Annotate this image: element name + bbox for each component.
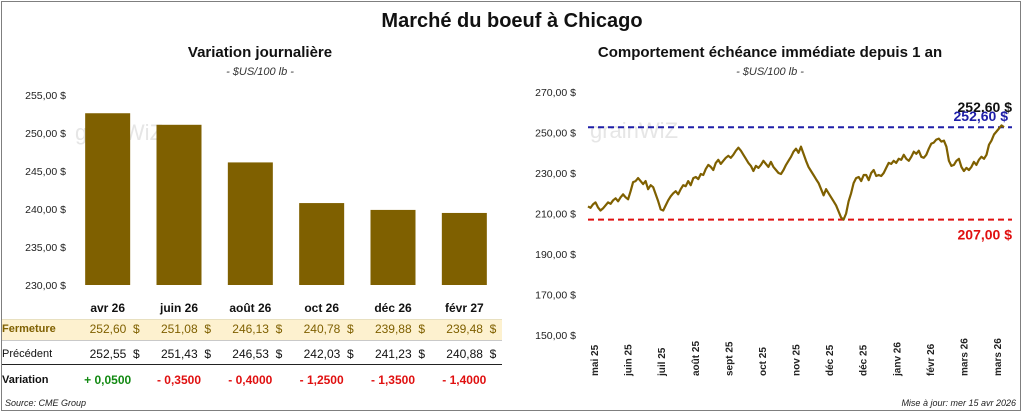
left-chart-unit: - $US/100 lb - bbox=[226, 66, 294, 78]
x-tick-label: août 26 bbox=[229, 301, 271, 315]
x-tick-label: oct 25 bbox=[758, 347, 769, 376]
table-cell-precedent: 240,88 $ bbox=[446, 347, 497, 361]
x-tick-label: mars 26 bbox=[959, 338, 970, 376]
row-label-fermeture: Fermeture bbox=[2, 323, 56, 335]
update-note: Mise à jour: mer 15 avr 2026 bbox=[901, 398, 1016, 408]
low-value-label: 207,00 $ bbox=[958, 227, 1013, 243]
table-cell-fermeture: 239,48 $ bbox=[446, 322, 497, 336]
table-cell-precedent: 246,53 $ bbox=[232, 347, 283, 361]
table-cell-variation: - 0,3500 bbox=[156, 373, 202, 387]
fermeture-row-bg bbox=[2, 319, 502, 341]
price-line bbox=[587, 124, 1005, 221]
table-cell-precedent: 241,23 $ bbox=[374, 347, 425, 361]
row-label-precedent: Précédent bbox=[2, 348, 53, 360]
bar bbox=[370, 209, 416, 285]
x-tick-label: juin 25 bbox=[624, 344, 635, 377]
bar bbox=[299, 203, 345, 285]
y-tick-label: 270,00 $ bbox=[535, 87, 576, 99]
right-chart-unit: - $US/100 lb - bbox=[736, 66, 804, 78]
x-tick-label: nov 25 bbox=[792, 344, 803, 376]
table-cell-precedent: 242,03 $ bbox=[303, 347, 354, 361]
table-cell-fermeture: 239,88 $ bbox=[374, 322, 425, 336]
y-tick-label: 210,00 $ bbox=[535, 209, 576, 221]
y-tick-label: 235,00 $ bbox=[25, 242, 66, 254]
y-tick-label: 230,00 $ bbox=[535, 168, 576, 180]
table-cell-variation: - 1,4000 bbox=[442, 373, 487, 387]
x-tick-label: sept 25 bbox=[724, 341, 735, 376]
x-tick-label: déc 26 bbox=[374, 301, 412, 315]
x-tick-label: déc 25 bbox=[859, 344, 870, 376]
y-tick-label: 250,00 $ bbox=[25, 128, 66, 140]
table-cell-fermeture: 246,13 $ bbox=[232, 322, 283, 336]
precedent-row-divider bbox=[2, 364, 502, 365]
table-cell-precedent: 251,43 $ bbox=[160, 347, 211, 361]
bar bbox=[156, 124, 202, 286]
left-chart-title: Variation journalière bbox=[187, 44, 333, 61]
row-label-variation: Variation bbox=[2, 374, 49, 386]
table-cell-fermeture: 252,60 $ bbox=[89, 322, 140, 336]
x-tick-label: juil 25 bbox=[657, 347, 668, 377]
source-note: Source: CME Group bbox=[5, 398, 87, 408]
x-tick-label: déc 25 bbox=[825, 344, 836, 376]
high-value-label-shadow: 252,60 $ bbox=[958, 99, 1013, 115]
watermark-right: grainWiZ bbox=[590, 118, 678, 143]
y-tick-label: 150,00 $ bbox=[535, 330, 576, 342]
x-tick-label: mars 26 bbox=[993, 338, 1004, 376]
x-tick-label: févr 26 bbox=[926, 343, 937, 376]
table-cell-fermeture: 251,08 $ bbox=[160, 322, 211, 336]
y-tick-label: 230,00 $ bbox=[25, 280, 66, 292]
x-tick-label: janv 26 bbox=[892, 342, 903, 377]
table-cell-variation: - 1,3500 bbox=[370, 373, 416, 387]
bar bbox=[441, 212, 487, 285]
x-tick-label: févr 27 bbox=[445, 301, 484, 315]
main-title: Marché du boeuf à Chicago bbox=[381, 10, 643, 32]
table-cell-variation: - 0,4000 bbox=[228, 373, 273, 387]
right-chart-title: Comportement échéance immédiate depuis 1… bbox=[597, 44, 943, 61]
table-cell-fermeture: 240,78 $ bbox=[303, 322, 354, 336]
x-tick-label: mai 25 bbox=[590, 344, 601, 376]
table-cell-precedent: 252,55 $ bbox=[89, 347, 140, 361]
y-tick-label: 250,00 $ bbox=[535, 128, 576, 140]
bar bbox=[85, 113, 131, 286]
x-tick-label: oct 26 bbox=[304, 301, 339, 315]
x-tick-label: avr 26 bbox=[90, 301, 125, 315]
table-cell-variation: + 0,0500 bbox=[84, 373, 132, 387]
high-value-label: 252,60 $ bbox=[954, 108, 1009, 124]
bar-chart: grainWiZ 230,00 $235,00 $240,00 $245,00 … bbox=[25, 90, 487, 315]
y-tick-label: 240,00 $ bbox=[25, 204, 66, 216]
y-tick-label: 255,00 $ bbox=[25, 90, 66, 102]
bar bbox=[227, 162, 273, 285]
table-cell-variation: - 1,2500 bbox=[299, 373, 344, 387]
y-tick-label: 170,00 $ bbox=[535, 290, 576, 302]
x-tick-label: juin 26 bbox=[159, 301, 198, 315]
y-tick-label: 245,00 $ bbox=[25, 166, 66, 178]
y-tick-label: 190,00 $ bbox=[535, 249, 576, 261]
x-tick-label: août 25 bbox=[691, 341, 702, 376]
